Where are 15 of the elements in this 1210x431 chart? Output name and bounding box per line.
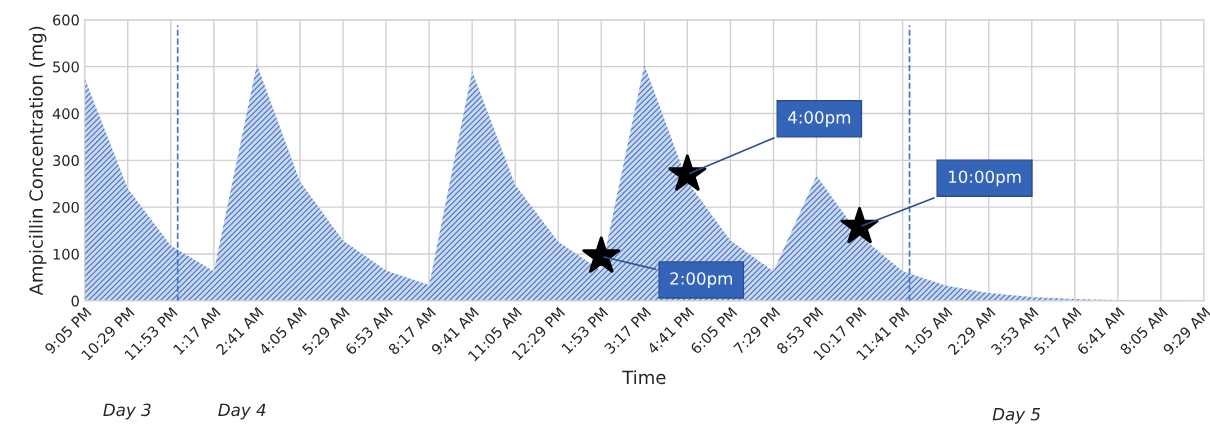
y-tick-label: 400 <box>52 108 79 120</box>
text: Day 5 <box>992 408 1041 424</box>
text: Day 3 <box>103 403 151 420</box>
annotation: 10:00pm <box>948 170 1021 187</box>
y-tick-label: 100 <box>53 248 79 260</box>
y-tick-label: 300 <box>53 155 79 167</box>
y-tick-label: 200 <box>53 201 79 213</box>
y-axis-title: Ampicillin Concentration (mg) <box>28 26 47 296</box>
y-tick-label: 600 <box>53 14 79 26</box>
text: Day 4 <box>218 403 266 420</box>
y-tick-label: 0 <box>71 295 79 307</box>
annotation: 2:00pm <box>670 272 732 289</box>
y-tick-label: 500 <box>53 61 79 73</box>
x-axis-title: Time <box>622 370 666 385</box>
annotation: 4:00pm <box>788 111 851 127</box>
